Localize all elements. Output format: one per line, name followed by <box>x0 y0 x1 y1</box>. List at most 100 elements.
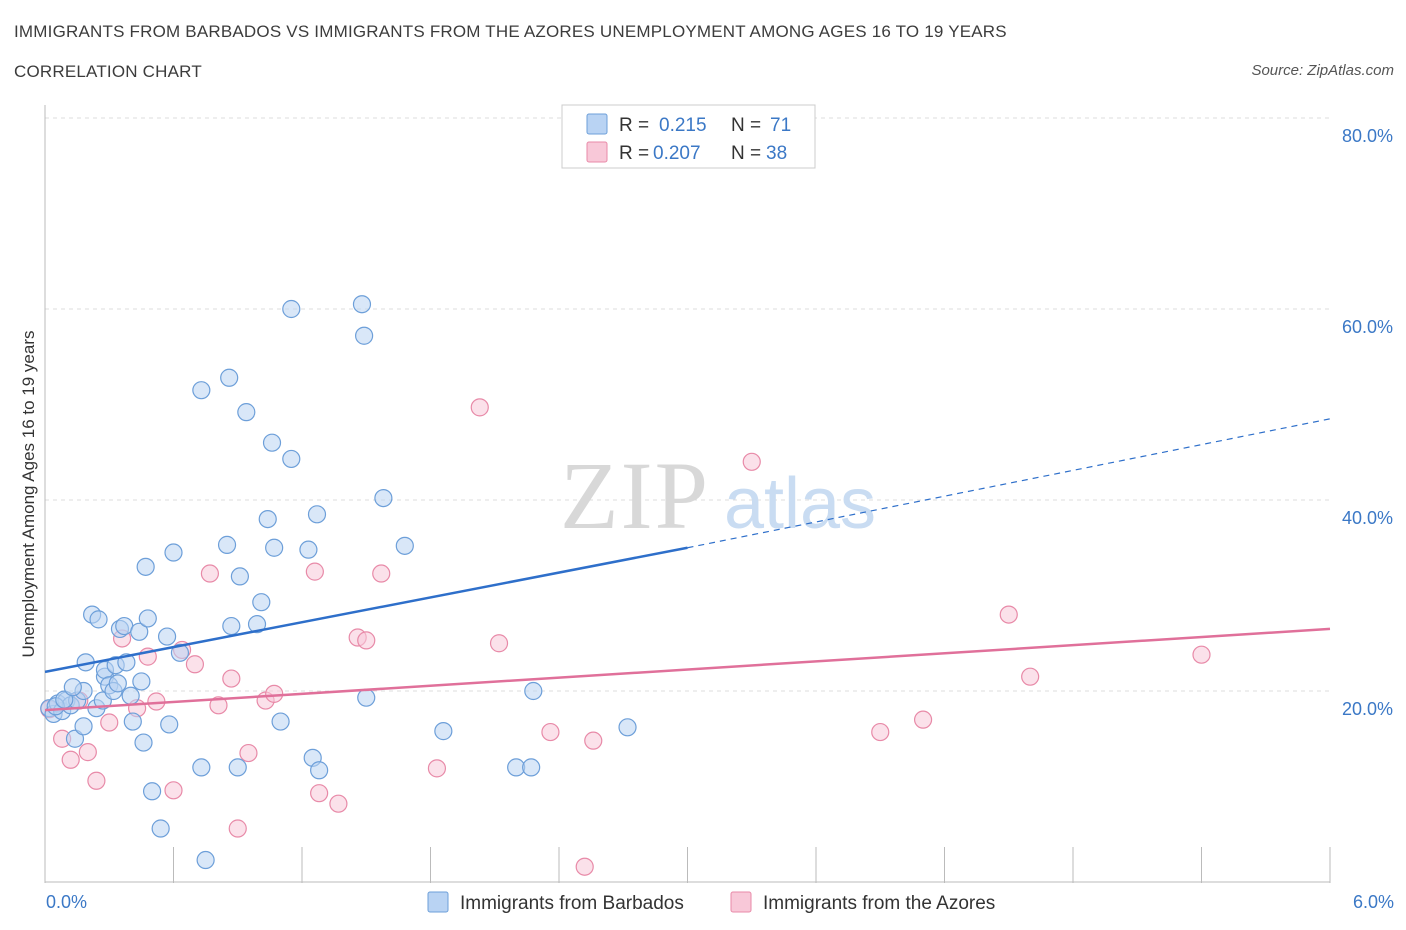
azores-point-5 <box>87 771 106 790</box>
legend-r-value-barbados: 0.215 <box>659 115 707 136</box>
azores-point-28 <box>470 398 489 417</box>
series-azores-points <box>40 398 1211 876</box>
barbados-point-46 <box>247 615 267 634</box>
azores-point-34 <box>871 722 890 742</box>
azores-point-18 <box>239 743 258 763</box>
barbados-point-27 <box>132 672 151 691</box>
barbados-point-61 <box>374 488 393 508</box>
barbados-point-52 <box>282 299 301 319</box>
y-tick-label-3: 80.0% <box>1342 126 1393 146</box>
barbados-point-60 <box>357 688 376 707</box>
barbados-point-45 <box>237 403 256 422</box>
barbados-point-38 <box>192 381 211 400</box>
azores-point-33 <box>742 452 761 471</box>
azores-point-35 <box>913 710 933 729</box>
barbados-point-62 <box>395 536 414 555</box>
x-tick-labels: 0.0% 6.0% <box>46 892 1394 912</box>
azores-point-27 <box>427 759 447 778</box>
azores-point-38 <box>1192 645 1211 664</box>
barbados-point-30 <box>138 609 157 628</box>
barbados-point-65 <box>524 681 543 701</box>
watermark-atlas: atlas <box>724 464 876 544</box>
azores-point-2 <box>61 750 80 769</box>
legend-n-value-azores: 38 <box>766 143 787 164</box>
barbados-point-53 <box>282 449 301 469</box>
source-credit: Source: ZipAtlas.com <box>1251 62 1394 79</box>
azores-point-23 <box>329 794 348 813</box>
barbados-point-13 <box>89 610 108 629</box>
x-tick-label-min: 0.0% <box>46 892 87 912</box>
barbados-point-35 <box>164 543 183 562</box>
barbados-point-67 <box>618 718 637 737</box>
legend-r-label-azores: R = <box>619 143 649 164</box>
barbados-point-31 <box>142 782 162 801</box>
y-tick-label-0: 20.0% <box>1342 699 1393 719</box>
barbados-point-42 <box>222 616 241 636</box>
azores-point-32 <box>584 731 603 750</box>
legend-n-value-barbados: 71 <box>770 115 791 136</box>
azores-point-36 <box>999 605 1018 624</box>
azores-point-17 <box>228 819 247 838</box>
y-tick-label-1: 40.0% <box>1342 508 1393 528</box>
bottom-legend-label-barbados: Immigrants from Barbados <box>460 893 684 914</box>
barbados-point-26 <box>130 622 149 641</box>
watermark-zip: ZIP <box>560 442 710 549</box>
azores-point-13 <box>185 655 205 674</box>
barbados-point-58 <box>352 295 372 314</box>
barbados-point-32 <box>151 819 170 838</box>
barbados-point-48 <box>258 509 277 529</box>
bottom-legend-label-azores: Immigrants from the Azores <box>763 893 995 914</box>
y-axis-title: Unemployment Among Ages 16 to 19 years <box>19 331 38 658</box>
azores-point-29 <box>489 634 509 653</box>
bottom-legend-swatch-barbados <box>427 891 449 913</box>
azores-point-14 <box>200 564 220 583</box>
azores-point-31 <box>575 857 594 876</box>
barbados-point-33 <box>157 627 177 646</box>
watermark: ZIP atlas <box>560 442 876 549</box>
barbados-point-57 <box>310 761 329 780</box>
barbados-point-41 <box>217 535 237 554</box>
trend-line-barbados-solid <box>44 546 688 674</box>
barbados-point-47 <box>252 593 271 612</box>
x-tick-label-max: 6.0% <box>1353 892 1394 912</box>
azores-point-15 <box>209 696 228 715</box>
azores-point-11 <box>164 781 183 800</box>
barbados-point-37 <box>192 758 211 777</box>
azores-point-16 <box>222 669 241 688</box>
axes <box>44 105 1331 883</box>
stats-legend: R = 0.215 N = 71 R = 0.207 N = 38 <box>561 104 816 169</box>
barbados-point-39 <box>196 850 215 870</box>
trend-lines <box>44 418 1331 712</box>
barbados-point-66 <box>522 758 541 777</box>
barbados-point-44 <box>230 567 249 586</box>
barbados-point-54 <box>299 540 318 559</box>
legend-n-label-barbados: N = <box>731 115 761 136</box>
barbados-point-36 <box>170 643 190 662</box>
barbados-point-28 <box>134 733 153 752</box>
azores-point-20 <box>265 684 284 703</box>
legend-swatch-azores <box>586 141 608 163</box>
barbados-point-59 <box>355 326 374 345</box>
barbados-point-8 <box>74 717 93 736</box>
grid-lines <box>45 117 1330 692</box>
azores-point-6 <box>100 713 119 732</box>
azores-point-25 <box>357 631 376 650</box>
chart-subtitle: CORRELATION CHART <box>14 62 202 81</box>
barbados-point-25 <box>123 712 142 731</box>
barbados-point-50 <box>265 538 284 557</box>
barbados-point-34 <box>160 715 179 734</box>
azores-point-30 <box>541 722 560 742</box>
legend-n-label-azores: N = <box>731 143 761 164</box>
chart-title: IMMIGRANTS FROM BARBADOS VS IMMIGRANTS F… <box>14 22 1007 41</box>
y-tick-label-2: 60.0% <box>1342 317 1393 337</box>
legend-r-value-azores: 0.207 <box>653 143 701 164</box>
barbados-point-56 <box>307 505 327 524</box>
azores-point-21 <box>305 562 324 581</box>
azores-point-22 <box>310 784 329 803</box>
barbados-point-70 <box>63 678 82 697</box>
trend-line-azores <box>44 627 1331 712</box>
barbados-point-24 <box>121 686 140 705</box>
azores-point-26 <box>372 564 391 583</box>
bottom-legend-swatch-azores <box>730 891 752 913</box>
